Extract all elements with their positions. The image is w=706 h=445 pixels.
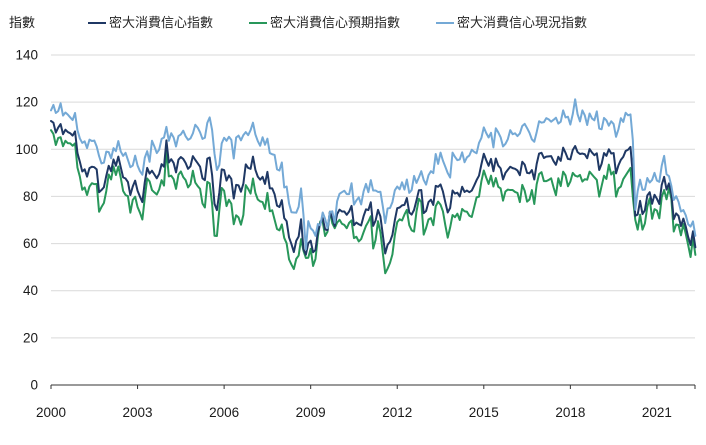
y-tick-label-80: 80	[23, 189, 38, 204]
y-tick-label-120: 120	[15, 95, 38, 110]
x-tick-label-2021: 2021	[642, 405, 672, 420]
series-line-2	[50, 98, 697, 251]
x-tick-label-2018: 2018	[555, 405, 585, 420]
x-tick-label-2012: 2012	[382, 405, 412, 420]
legend-label: 密大消費信心預期指數	[270, 15, 401, 30]
legend: 密大消費信心指數 密大消費信心預期指數 密大消費信心現況指數	[88, 14, 587, 32]
legend-line-marker-green	[249, 21, 268, 25]
x-tick-label-2009: 2009	[296, 405, 326, 420]
series-line-0	[50, 120, 697, 256]
legend-item-current-conditions-index[interactable]: 密大消費信心現況指數	[436, 14, 587, 32]
x-tick-label-2006: 2006	[209, 405, 239, 420]
legend-item-sentiment-index[interactable]: 密大消費信心指數	[88, 14, 213, 32]
y-tick-label-40: 40	[23, 283, 38, 298]
x-tick-label-2003: 2003	[123, 405, 153, 420]
y-tick-label-20: 20	[23, 330, 38, 345]
y-tick-label-0: 0	[30, 378, 38, 393]
legend-line-marker-navy	[88, 21, 106, 25]
y-axis-unit-label: 指數	[9, 15, 36, 30]
x-tick-label-2015: 2015	[469, 405, 499, 420]
y-tick-label-60: 60	[23, 236, 38, 251]
y-tick-label-100: 100	[15, 142, 38, 157]
x-tick-label-2000: 2000	[36, 405, 66, 420]
series-line-1	[50, 129, 697, 275]
legend-item-expectations-index[interactable]: 密大消費信心預期指數	[249, 14, 400, 32]
legend-label: 密大消費信心現況指數	[457, 15, 588, 30]
y-tick-label-140: 140	[15, 48, 38, 63]
legend-line-marker-lightblue	[436, 21, 455, 25]
legend-label: 密大消費信心指數	[109, 15, 214, 30]
